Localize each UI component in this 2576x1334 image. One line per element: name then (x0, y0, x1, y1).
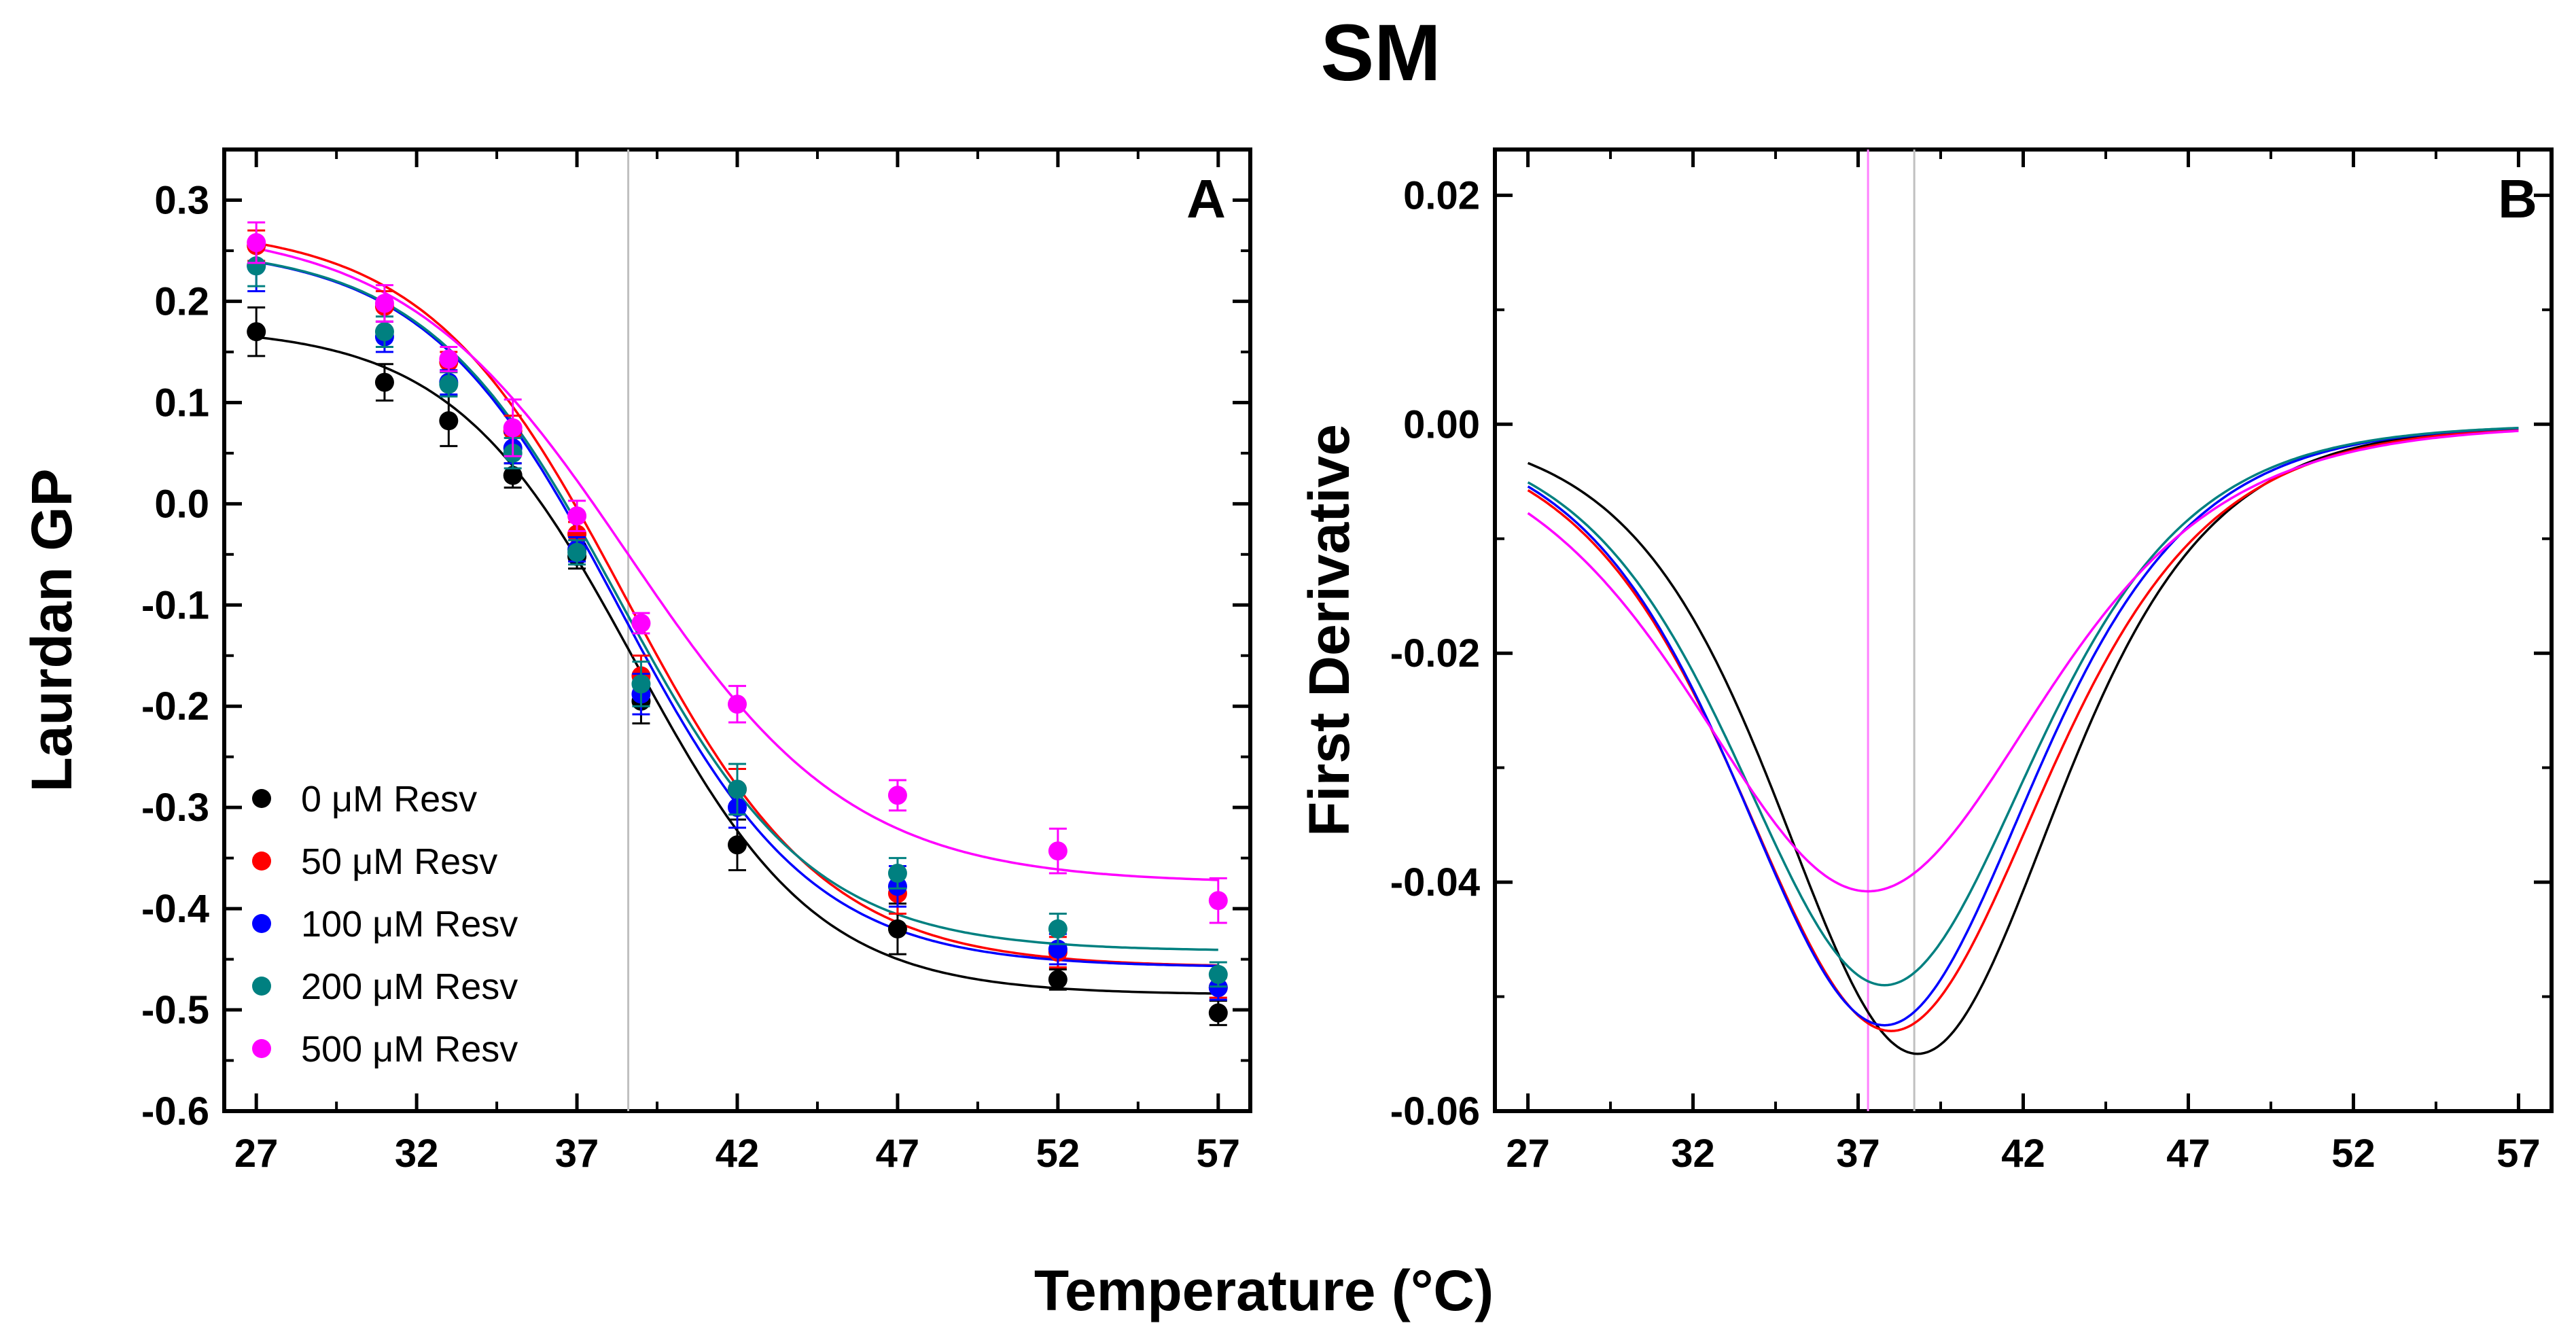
data-point (439, 374, 459, 394)
data-point (728, 835, 747, 855)
data-point (567, 506, 587, 526)
x-tick-label: 32 (1671, 1131, 1715, 1176)
data-point (503, 418, 523, 438)
legend-label: 100 μM Resv (301, 904, 518, 945)
x-tick-label: 47 (876, 1131, 920, 1176)
x-tick-label: 57 (2496, 1131, 2541, 1176)
data-point (1208, 891, 1228, 911)
data-point (887, 919, 907, 938)
data-point (631, 614, 651, 633)
y-tick-label: -0.3 (141, 786, 209, 830)
derivative-line (1527, 427, 2519, 1027)
x-tick-label: 37 (1836, 1131, 1880, 1176)
data-point (439, 349, 459, 369)
data-point (728, 695, 747, 714)
derivative-line (1527, 427, 2519, 1055)
legend-marker (252, 852, 271, 871)
y-tick-label: -0.02 (1390, 631, 1480, 675)
derivative-line (1527, 429, 2519, 893)
legend-marker (252, 914, 271, 933)
data-point (1048, 970, 1068, 989)
legend-marker (252, 1039, 271, 1058)
y-tick-label: -0.2 (141, 684, 209, 729)
x-tick-label: 37 (555, 1131, 599, 1176)
figure-title: SM (1321, 8, 1441, 98)
x-tick-label: 52 (1036, 1131, 1080, 1176)
x-tick-label: 47 (2166, 1131, 2210, 1176)
x-tick-label: 57 (1197, 1131, 1241, 1176)
data-point (1208, 964, 1228, 984)
data-point (887, 786, 907, 805)
legend-label: 500 μM Resv (301, 1029, 518, 1070)
y-tick-label: -0.06 (1390, 1089, 1480, 1134)
y-tick-label: 0.02 (1403, 173, 1480, 217)
y-tick-label: 0.3 (154, 178, 209, 222)
legend-label: 0 μM Resv (301, 779, 477, 820)
data-point (374, 372, 394, 392)
data-point (247, 322, 266, 342)
panel-b-label: B (2498, 169, 2537, 229)
data-point (374, 294, 394, 313)
y-tick-label: 0.1 (154, 381, 209, 425)
legend-label: 200 μM Resv (301, 966, 518, 1007)
panel-a-label: A (1186, 169, 1226, 229)
data-point (631, 674, 651, 694)
derivative-line (1527, 427, 2519, 987)
legend-marker (252, 789, 271, 808)
x-tick-label: 27 (234, 1131, 279, 1176)
y-tick-label: -0.5 (141, 988, 209, 1032)
y-tick-label: 0.00 (1403, 402, 1480, 446)
legend-label: 50 μM Resv (301, 841, 497, 882)
data-point (503, 466, 523, 485)
panel-b-frame (1493, 147, 2554, 1113)
y-tick-label: -0.1 (141, 583, 209, 627)
data-point (887, 863, 907, 883)
data-point (1048, 919, 1068, 938)
data-point (567, 525, 587, 544)
y-tick-label: -0.6 (141, 1089, 209, 1134)
panel-b-chart: 27 32 37 42 47 52 57 -0.06 -0.04 -0.02 0.00 0.02 Fir… (1297, 147, 2554, 1176)
x-tick-label: 32 (395, 1131, 439, 1176)
data-point (247, 256, 266, 276)
data-point (567, 542, 587, 562)
legend-marker (252, 977, 271, 996)
data-point (1208, 1003, 1228, 1023)
y-tick-label: 0.2 (154, 279, 209, 323)
panel-a-chart: 27 32 37 42 47 52 57 -0.6 -0.5 -0.4 -0.3 -0.2 -0.1 0.… (20, 147, 1252, 1176)
shared-x-axis-title: Temperature (°C) (1034, 1259, 1494, 1322)
data-point (374, 322, 394, 342)
data-point (439, 411, 459, 431)
panel-a-y-axis-title: Laurdan GP (20, 468, 84, 792)
x-tick-label: 42 (716, 1131, 760, 1176)
fit-line (256, 336, 1218, 995)
x-tick-label: 42 (2001, 1131, 2045, 1176)
x-tick-label: 27 (1506, 1131, 1550, 1176)
y-tick-label: 0.0 (154, 482, 209, 526)
y-tick-label: -0.04 (1390, 860, 1480, 905)
panel-b-y-axis-title: First Derivative (1297, 424, 1361, 837)
data-point (728, 779, 747, 799)
data-point (247, 233, 266, 253)
data-point (1048, 841, 1068, 861)
y-tick-label: -0.4 (141, 887, 209, 931)
x-tick-label: 52 (2331, 1131, 2376, 1176)
